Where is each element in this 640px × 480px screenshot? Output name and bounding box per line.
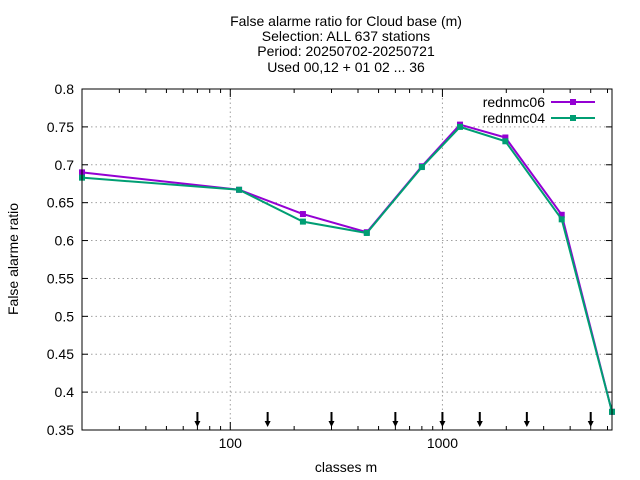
x-tick-label: 100 (219, 435, 243, 451)
y-tick-label: 0.35 (47, 422, 74, 438)
y-tick-label: 0.5 (55, 308, 75, 324)
legend-label-rednmc06: rednmc06 (483, 94, 545, 110)
y-axis-label: False alarme ratio (5, 203, 21, 315)
chart-title: False alarme ratio for Cloud base (m) Se… (230, 13, 462, 75)
data-point-rednmc04 (558, 216, 565, 223)
y-tick-label: 0.4 (55, 384, 75, 400)
y-axis: 0.35 0.4 0.45 0.5 0.55 0.6 0.65 0.7 0.75 0.8 (47, 81, 612, 438)
chart-title-line-3: Period: 20250702-20250721 (257, 43, 435, 59)
data-point-rednmc06 (299, 211, 306, 218)
y-tick-label: 0.6 (55, 233, 75, 249)
class-markers (194, 412, 594, 427)
grid (82, 89, 612, 430)
y-tick-label: 0.8 (55, 81, 75, 97)
data-point-rednmc04 (363, 229, 370, 236)
class-marker-arrow (523, 421, 530, 427)
data-point-rednmc04 (236, 186, 243, 193)
class-marker-arrow (587, 421, 594, 427)
class-marker-arrow (328, 421, 335, 427)
chart-title-line-4: Used 00,12 + 01 02 ... 36 (267, 59, 425, 75)
data-point-rednmc06 (502, 134, 509, 141)
data-point-rednmc04 (502, 138, 509, 145)
data-point-rednmc04 (299, 218, 306, 225)
class-marker-arrow (392, 421, 399, 427)
series-line-rednmc06 (81, 123, 613, 413)
y-tick-label: 0.55 (47, 270, 74, 286)
series-line-rednmc04 (81, 125, 613, 413)
x-axis: 100 1000 (118, 89, 609, 451)
data-point-rednmc06 (558, 211, 565, 218)
series-layer (79, 121, 615, 415)
y-tick-label: 0.75 (47, 119, 74, 135)
class-marker-arrow (264, 421, 271, 427)
plot-frame (81, 88, 613, 431)
y-tick-label: 0.45 (47, 346, 74, 362)
y-tick-label: 0.7 (55, 157, 75, 173)
legend-marker-rednmc06 (570, 99, 576, 105)
x-tick-label: 1000 (427, 435, 458, 451)
chart-title-line-2: Selection: ALL 637 stations (262, 28, 430, 44)
class-marker-arrow (194, 421, 201, 427)
data-point-rednmc04 (418, 164, 425, 171)
legend-label-rednmc04: rednmc04 (483, 110, 545, 126)
legend-marker-rednmc04 (570, 115, 576, 121)
class-marker-arrow (439, 421, 446, 427)
class-marker-arrow (476, 421, 483, 427)
chart-title-line-1: False alarme ratio for Cloud base (m) (230, 13, 462, 29)
data-point-rednmc04 (456, 123, 463, 130)
y-tick-label: 0.65 (47, 195, 74, 211)
x-axis-label: classes m (315, 459, 377, 475)
